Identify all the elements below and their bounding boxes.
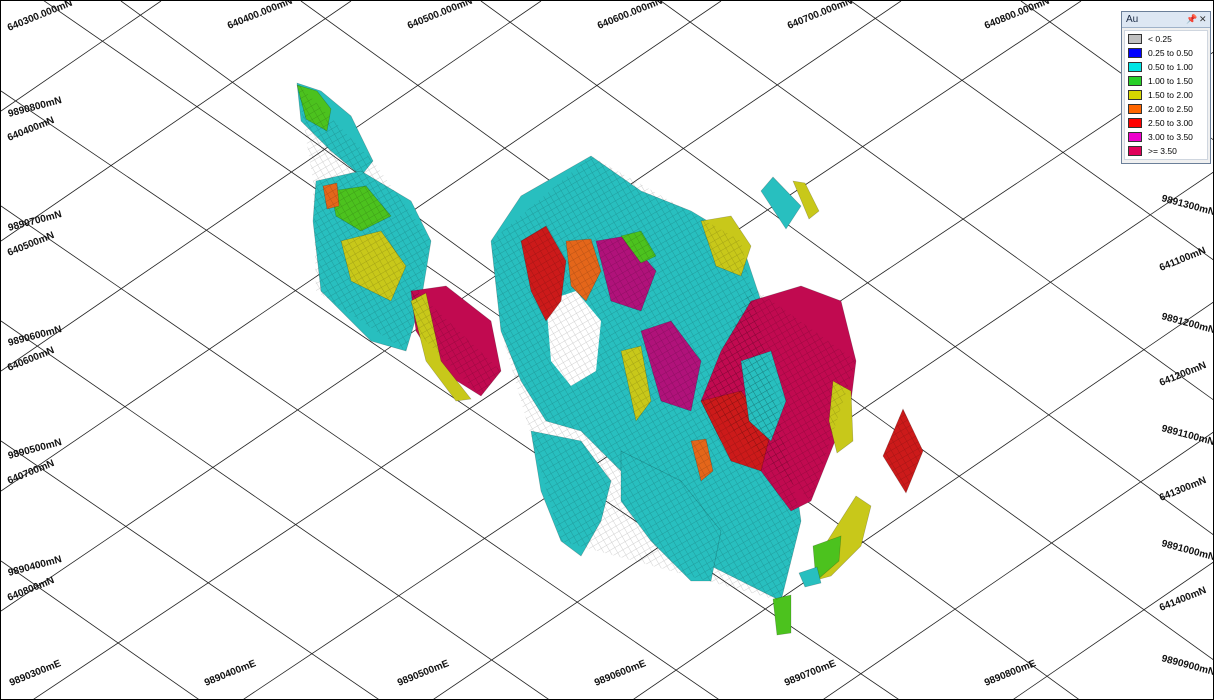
orebody-ne-cyan[interactable] (760, 176, 802, 230)
left-label: 9890600mN (7, 324, 63, 349)
legend-titlebar[interactable]: Au 📌 ✕ (1122, 12, 1210, 28)
legend-title: Au (1126, 14, 1139, 25)
left-label: 640500mN (6, 230, 56, 259)
close-icon[interactable]: ✕ (1199, 14, 1207, 24)
legend-row: 2.00 to 2.50 (1125, 102, 1207, 115)
right-label: 9890900mN (1160, 653, 1214, 678)
bottom-label: 9890700mE (783, 658, 838, 689)
legend-body: < 0.25 0.25 to 0.50 0.50 to 1.00 1.00 to… (1124, 30, 1208, 160)
left-label: 640600mN (6, 345, 56, 374)
left-label: 640800mN (6, 575, 56, 604)
legend-swatch (1128, 61, 1142, 72)
legend-swatch (1128, 47, 1142, 58)
legend-row: 2.50 to 3.00 (1125, 116, 1207, 129)
bottom-label: 9890300mE (8, 658, 63, 689)
left-label: 640700mN (6, 458, 56, 487)
right-label: 9891300mN (1160, 193, 1214, 218)
legend-swatch (1128, 75, 1142, 86)
block-texture (297, 83, 923, 601)
legend-label: < 0.25 (1148, 33, 1172, 44)
legend-row: 3.00 to 3.50 (1125, 130, 1207, 143)
orebody-ne-yellow[interactable] (792, 180, 820, 220)
left-label: 9890500mN (7, 437, 63, 462)
pin-icon[interactable]: 📌 (1186, 14, 1198, 24)
legend-label: 2.50 to 3.00 (1148, 117, 1193, 128)
legend-swatch (1128, 89, 1142, 100)
orebody-se-cyan[interactable] (798, 566, 822, 588)
legend-row: 0.25 to 0.50 (1125, 46, 1207, 59)
legend-row: >= 3.50 (1125, 144, 1207, 157)
legend-row: 1.50 to 2.00 (1125, 88, 1207, 101)
legend-label: 0.25 to 0.50 (1148, 47, 1193, 58)
bottom-label: 9890600mE (593, 658, 648, 689)
legend-swatch (1128, 117, 1142, 128)
legend-label: 1.50 to 2.00 (1148, 89, 1193, 100)
legend-label: 2.00 to 2.50 (1148, 103, 1193, 114)
top-label: 640600.000mN (596, 1, 664, 32)
orebody-se-green2[interactable] (772, 594, 792, 636)
right-label: 641100mN (1158, 245, 1207, 274)
top-label: 640800.000mN (983, 1, 1051, 32)
right-label: 641300mN (1158, 475, 1208, 504)
bottom-label: 9890400mE (203, 658, 258, 689)
legend-label: 3.00 to 3.50 (1148, 131, 1193, 142)
legend-label: >= 3.50 (1148, 145, 1177, 156)
right-label: 641200mN (1158, 360, 1208, 389)
legend-label: 1.00 to 1.50 (1148, 75, 1193, 86)
right-label: 641400mN (1158, 585, 1208, 614)
top-label: 640700.000mN (786, 1, 854, 32)
legend-row: 1.00 to 1.50 (1125, 74, 1207, 87)
right-label: 9891100mN (1160, 423, 1214, 448)
legend-swatch (1128, 145, 1142, 156)
left-label: 640400mN (6, 115, 56, 144)
legend-swatch (1128, 131, 1142, 142)
top-label: 640500.000mN (406, 1, 474, 32)
legend-panel[interactable]: Au 📌 ✕ < 0.25 0.25 to 0.50 0.50 to 1.00 … (1121, 11, 1211, 164)
legend-row: 0.50 to 1.00 (1125, 60, 1207, 73)
legend-label: 0.50 to 1.00 (1148, 61, 1193, 72)
bottom-label: 9890800mE (983, 658, 1038, 689)
legend-swatch (1128, 103, 1142, 114)
legend-row: < 0.25 (1125, 32, 1207, 45)
left-label: 9890800mN (7, 95, 63, 120)
top-label: 640300.000mN (6, 1, 74, 34)
bottom-label: 9890500mE (396, 658, 451, 689)
legend-swatch (1128, 33, 1142, 44)
right-label: 9891000mN (1160, 538, 1214, 563)
right-label: 9891200mN (1160, 311, 1214, 336)
left-label: 9890700mN (7, 209, 63, 234)
top-label: 640400.000mN (226, 1, 294, 32)
